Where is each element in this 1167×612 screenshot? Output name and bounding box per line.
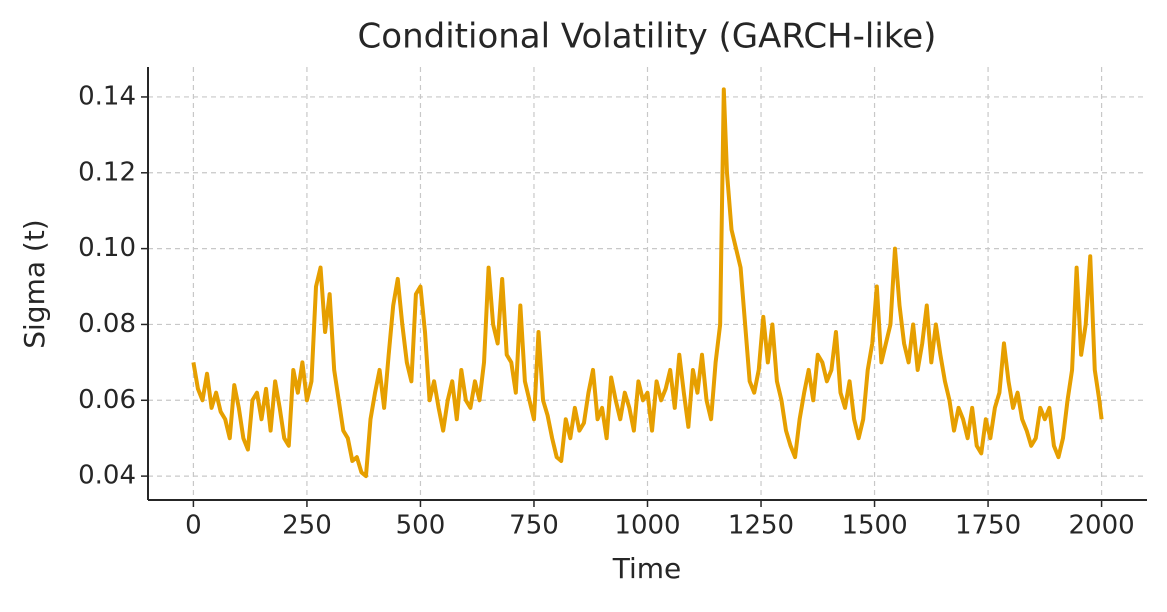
y-tick-label: 0.14: [78, 81, 136, 111]
y-tick-label: 0.12: [78, 157, 136, 187]
x-tick-label: 1500: [841, 511, 907, 541]
y-tick-label: 0.06: [78, 385, 136, 415]
x-tick-label: 1000: [614, 511, 680, 541]
x-tick-label: 750: [509, 511, 559, 541]
x-tick-label: 500: [396, 511, 446, 541]
y-axis-label: Sigma (t): [18, 219, 51, 349]
x-tick-label: 1750: [955, 511, 1021, 541]
data-line: [191, 87, 1104, 479]
x-tick-label: 0: [185, 511, 202, 541]
chart-title: Conditional Volatility (GARCH-like): [358, 17, 937, 57]
x-axis-label: Time: [612, 552, 682, 585]
y-tick-label: 0.04: [78, 461, 136, 491]
x-tick-label: 1250: [728, 511, 794, 541]
y-tick-label: 0.08: [78, 309, 136, 339]
x-tick-label: 2000: [1069, 511, 1135, 541]
y-tick-label: 0.10: [78, 233, 136, 263]
x-tick-label: 250: [282, 511, 332, 541]
